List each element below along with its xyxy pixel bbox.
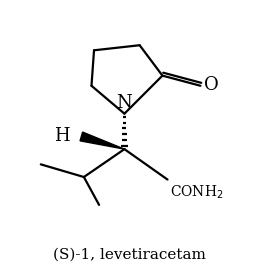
Text: (S)-1, levetiracetam: (S)-1, levetiracetam [53, 247, 206, 261]
Text: O: O [204, 76, 219, 93]
Text: N: N [117, 95, 132, 112]
Text: CONH$_2$: CONH$_2$ [170, 183, 224, 201]
Polygon shape [80, 132, 124, 149]
Text: H: H [54, 128, 70, 145]
